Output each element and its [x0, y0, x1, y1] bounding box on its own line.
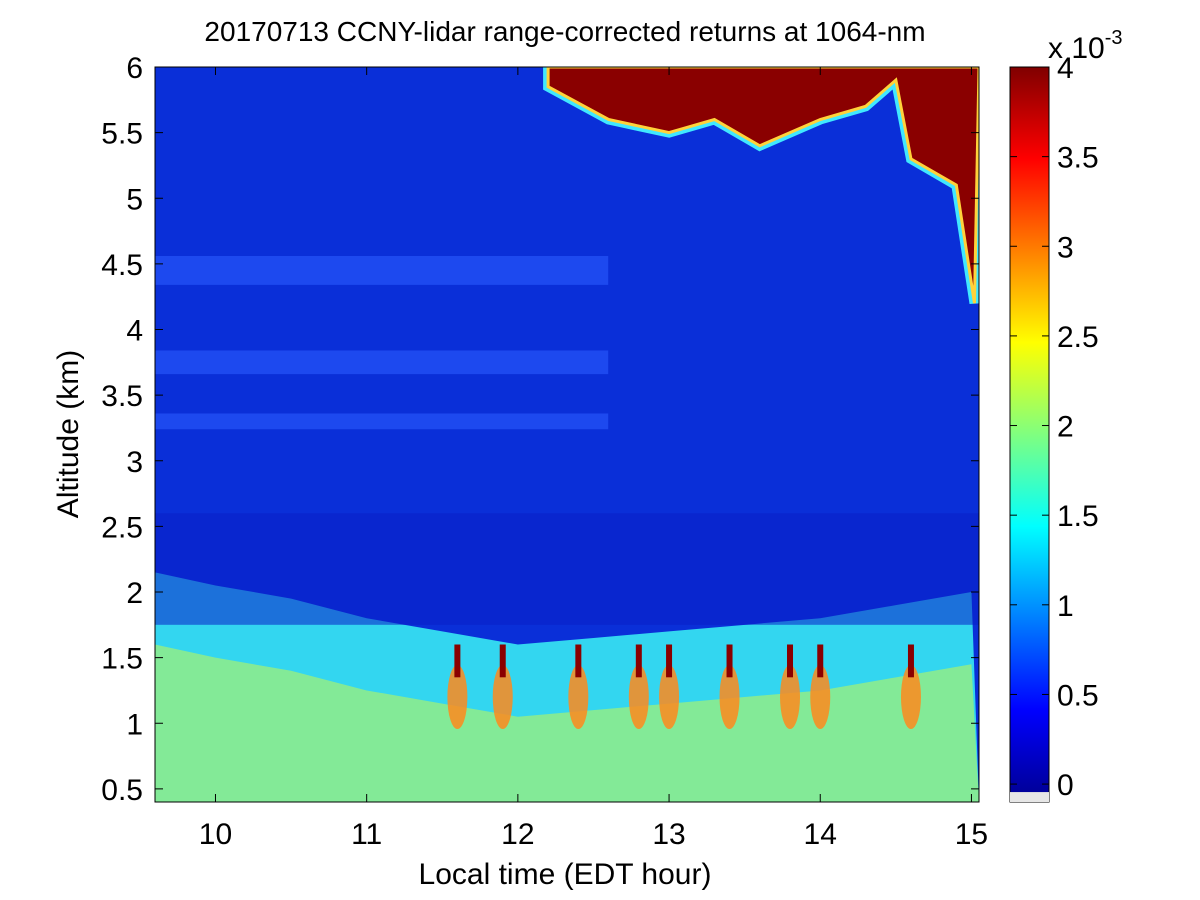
x-axis-label: Local time (EDT hour) — [419, 858, 712, 891]
plume-hotspot — [900, 665, 921, 729]
chart-title: 20170713 CCNY-lidar range-corrected retu… — [204, 16, 925, 47]
plume-hotspot — [659, 665, 680, 729]
plot-area — [155, 67, 979, 802]
colorbar-tick-label: 1.5 — [1057, 500, 1099, 533]
x-tick-label: 14 — [804, 818, 837, 851]
residual-layer — [155, 256, 609, 285]
plume-cloud-speck — [499, 644, 506, 678]
plume-cloud-speck — [635, 644, 642, 678]
colorbar-underflow — [1010, 792, 1049, 802]
colorbar-tick-label: 2 — [1057, 411, 1074, 444]
plume-hotspot — [628, 665, 649, 729]
residual-layer — [155, 413, 609, 430]
x-tick-label: 15 — [955, 818, 988, 851]
colorbar-exponent: x 10-3 — [1048, 27, 1123, 65]
y-tick-label: 3.5 — [101, 380, 143, 413]
x-axis-ticks: 10 11 12 13 14 15 — [199, 67, 988, 851]
y-tick-label: 4 — [126, 315, 143, 348]
plume-cloud-speck — [454, 644, 461, 678]
y-tick-label: 2.5 — [101, 511, 143, 544]
y-axis-label: Altitude (km) — [52, 350, 85, 518]
y-axis-ticks: 0.5 1 1.5 2 2.5 3 3.5 4 4.5 5 5.5 6 — [101, 52, 979, 807]
plume-cloud-speck — [575, 644, 582, 678]
plot-frame — [154, 66, 980, 803]
plume-cloud-speck — [817, 644, 824, 678]
y-tick-label: 1.5 — [101, 643, 143, 676]
cloud-region — [546, 67, 979, 304]
plume-hotspot — [492, 665, 513, 729]
y-tick-label: 5.5 — [101, 118, 143, 151]
x-tick-label: 10 — [199, 818, 232, 851]
colorbar-tick-label: 3 — [1057, 231, 1074, 264]
x-tick-label: 11 — [351, 818, 382, 851]
colorbar: 0 0.5 1 1.5 2 2.5 3 3.5 4 x 10-3 — [1009, 27, 1123, 803]
residual-layer — [155, 350, 609, 375]
heatmap-layers — [155, 67, 979, 802]
x-tick-label: 12 — [501, 818, 534, 851]
plume-cloud-speck — [666, 644, 673, 678]
plume-hotspot — [447, 665, 468, 729]
y-tick-label: 0.5 — [101, 774, 143, 807]
y-tick-label: 2 — [126, 577, 143, 610]
colorbar-tick-label: 3.5 — [1057, 142, 1099, 175]
plume-hotspot — [719, 665, 740, 729]
colorbar-tick-label: 1 — [1057, 590, 1074, 623]
dark-band — [155, 513, 979, 625]
y-tick-label: 6 — [126, 52, 143, 85]
colorbar-gradient — [1010, 67, 1049, 802]
colorbar-exponent-base: x 10 — [1048, 32, 1105, 65]
boundary-layer-core — [155, 644, 979, 802]
plume-hotspot — [568, 665, 589, 729]
colorbar-tick-label: 4 — [1057, 52, 1074, 85]
plume-hotspot — [780, 665, 801, 729]
colorbar-exponent-power: -3 — [1105, 27, 1123, 49]
y-tick-label: 1 — [126, 708, 143, 741]
plume-cloud-speck — [787, 644, 794, 678]
colorbar-ticks: 0 0.5 1 1.5 2 2.5 3 3.5 4 — [1010, 52, 1099, 802]
plume-cloud-speck — [907, 644, 914, 678]
y-tick-label: 4.5 — [101, 249, 143, 282]
colorbar-tick-label: 0 — [1057, 769, 1074, 802]
y-tick-label: 5 — [126, 183, 143, 216]
y-tick-label: 3 — [126, 446, 143, 479]
colorbar-tick-label: 2.5 — [1057, 321, 1099, 354]
x-tick-label: 13 — [652, 818, 685, 851]
plume-hotspot — [810, 665, 831, 729]
plume-cloud-speck — [726, 644, 733, 678]
colorbar-tick-label: 0.5 — [1057, 679, 1099, 712]
